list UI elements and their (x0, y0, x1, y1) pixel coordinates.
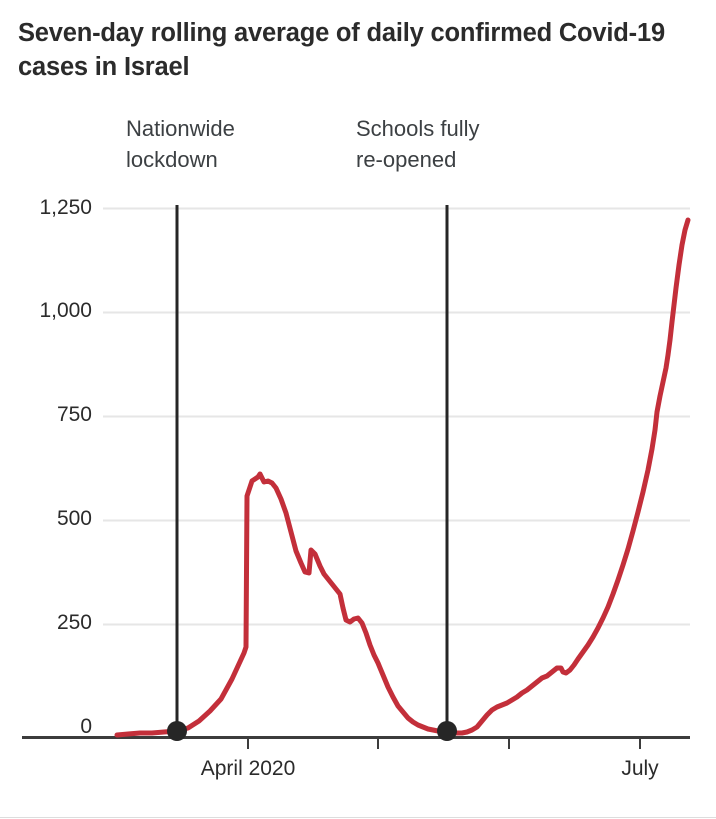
y-tick-label-500: 500 (56, 507, 92, 530)
annotation-line-2: lockdown (126, 147, 218, 172)
y-tick-label-250: 250 (56, 611, 92, 634)
annotation-line-1: Schools fully (356, 116, 480, 141)
gridlines (103, 207, 690, 626)
marker-schools-reopened (437, 721, 457, 741)
x-axis (22, 736, 690, 749)
y-tick-label-0: 0 (80, 715, 92, 738)
x-tick-label-april: April 2020 (200, 757, 296, 780)
covid-cases-line (114, 217, 691, 738)
chart-title: Seven-day rolling average of daily confi… (18, 19, 665, 81)
event-markers (167, 721, 457, 741)
y-tick-label-1250: 1,250 (39, 196, 92, 219)
annotation-schools-reopened: Schools fully re-opened (356, 113, 480, 175)
annotation-nationwide-lockdown: Nationwide lockdown (126, 113, 235, 175)
annotation-rules (175, 205, 449, 736)
y-tick-label-1000: 1,000 (39, 299, 92, 322)
annotation-line-1: Nationwide (126, 116, 235, 141)
annotation-line-2: re-opened (356, 147, 457, 172)
footer-divider (0, 817, 716, 818)
y-tick-label-750: 750 (56, 403, 92, 426)
marker-nationwide-lockdown (167, 721, 187, 741)
x-tick-label-july: July (621, 757, 659, 780)
